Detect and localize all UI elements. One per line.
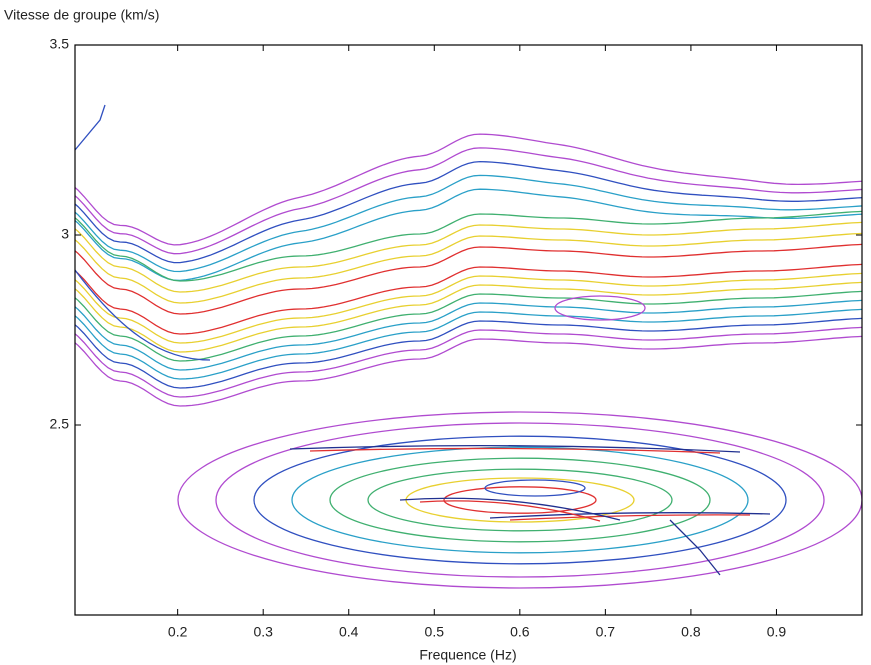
contour-line <box>75 335 862 407</box>
contour-line <box>75 174 862 273</box>
contour-line <box>75 272 862 344</box>
x-tick-label: 0.2 <box>168 624 188 640</box>
x-tick-label: 0.8 <box>681 624 701 640</box>
x-tick-label: 0.3 <box>253 624 273 640</box>
contour-line <box>75 290 862 362</box>
contour-line <box>75 326 862 398</box>
contour-line <box>75 263 862 335</box>
contour-line <box>75 104 106 151</box>
x-axis-label: Frequence (Hz) <box>419 647 516 663</box>
contour-line <box>509 514 751 521</box>
contour-line <box>489 512 771 519</box>
contour-line <box>75 243 862 315</box>
contour-line <box>289 444 741 453</box>
contour-line <box>554 295 646 321</box>
contour-line <box>329 457 711 543</box>
y-tick-label: 3.5 <box>50 36 70 52</box>
contour-line <box>399 497 621 521</box>
contour-line <box>75 188 862 282</box>
contour-line <box>443 486 597 514</box>
contour-line <box>75 269 211 361</box>
contour-line <box>75 299 862 371</box>
contour-line <box>419 500 601 522</box>
contour-line <box>309 447 721 454</box>
contour-line <box>215 422 825 578</box>
contour-line <box>253 435 787 565</box>
x-tick-label: 0.4 <box>339 624 359 640</box>
contour-line <box>75 147 862 255</box>
contour-line <box>75 210 862 282</box>
contour-line <box>75 317 862 389</box>
contour-line <box>367 468 673 532</box>
contour-line <box>75 221 862 293</box>
y-tick-label: 2.5 <box>50 416 70 432</box>
y-axis-label: Vitesse de groupe (km/s) <box>4 7 159 23</box>
contour-lines <box>75 104 862 589</box>
x-tick-label: 0.7 <box>596 624 616 640</box>
plot-frame <box>74 44 863 616</box>
contour-line <box>669 519 721 576</box>
contour-line <box>75 281 862 353</box>
x-tick-label: 0.6 <box>510 624 530 640</box>
contour-line <box>291 446 749 554</box>
y-tick-label: 3 <box>61 226 69 242</box>
contour-line <box>75 308 862 380</box>
contour-line <box>484 479 586 497</box>
x-tick-label: 0.5 <box>425 624 445 640</box>
x-tick-label: 0.9 <box>767 624 787 640</box>
contour-line <box>75 133 862 246</box>
contour-line <box>177 411 862 589</box>
contour-line <box>75 232 862 304</box>
contour-line <box>75 160 862 264</box>
